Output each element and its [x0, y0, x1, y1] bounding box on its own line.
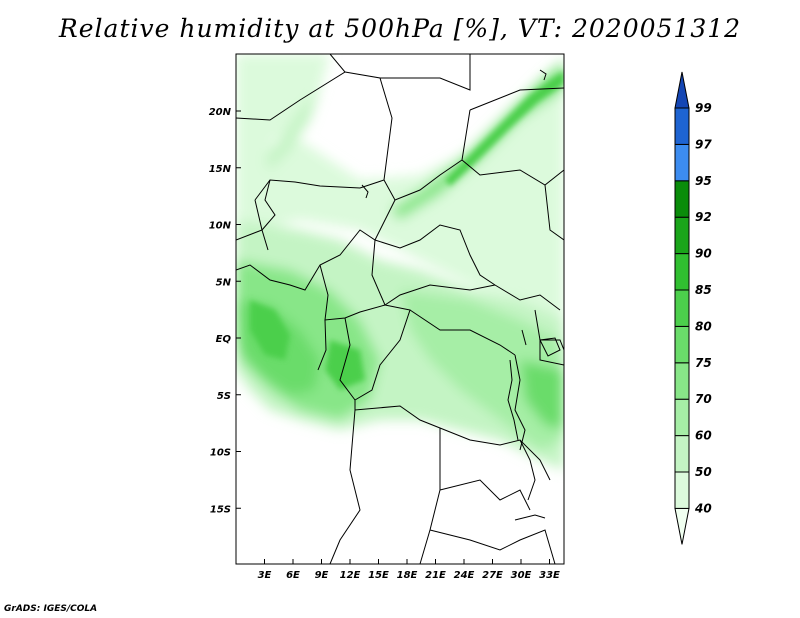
colorbar-label: 92	[695, 210, 712, 224]
lon-tick-label: 6E	[286, 570, 300, 581]
colorbar-segment	[674, 398, 690, 437]
lon-tick-label: 33E	[539, 570, 560, 581]
lat-tick-label: 10N	[209, 221, 232, 232]
colorbar-segment	[674, 143, 690, 182]
lake-kariba	[514, 514, 546, 521]
colorbar-label: 85	[695, 283, 712, 297]
lakes	[507, 69, 561, 521]
lat-tick-label: 5S	[217, 391, 231, 402]
colorbar-label: 90	[695, 247, 712, 261]
colorbar-label: 60	[695, 429, 712, 443]
colorbar-segment	[674, 507, 690, 545]
colorbar-segment	[674, 71, 690, 109]
colorbar-label: 70	[695, 392, 712, 406]
lon-tick-label: 24E	[454, 570, 475, 581]
colorbar-segment	[674, 216, 690, 255]
colorbar-label: 80	[695, 319, 712, 333]
colorbar-label: 40	[694, 501, 712, 515]
map-panel: 20N 15N 10N 5N EQ 5S 10S 15S 3E 6E 9E 12E 15E 18E 21E…	[209, 53, 565, 581]
colorbar-segment	[674, 362, 690, 400]
colorbar-label: 95	[695, 174, 712, 188]
lon-tick-label: 18E	[397, 570, 418, 581]
lake-malawi	[519, 439, 536, 501]
lon-tick-label: 30E	[511, 570, 532, 581]
colorbar-label: 97	[695, 137, 712, 151]
colorbar-segment	[674, 325, 690, 364]
latitude-axis: 20N 15N 10N 5N EQ 5S 10S 15S	[209, 107, 241, 515]
colorbar-segment	[674, 435, 690, 473]
lake-victoria	[539, 337, 561, 357]
lat-tick-label: 15S	[210, 504, 231, 515]
lake-tanganyika	[507, 359, 519, 441]
colorbar-label: 50	[695, 465, 712, 479]
chart-title: Relative humidity at 500hPa [%], VT: 202…	[58, 14, 742, 43]
lon-tick-label: 21E	[425, 570, 446, 581]
lon-tick-label: 15E	[368, 570, 389, 581]
grads-credit: GrADS: IGES/COLA	[4, 604, 98, 614]
lat-tick-label: 10S	[210, 448, 231, 459]
lat-tick-label: 15N	[209, 164, 232, 175]
lon-tick-label: 9E	[315, 570, 329, 581]
colorbar-segment	[674, 180, 690, 218]
colorbar-segment	[674, 253, 690, 291]
red-sea-coast	[539, 69, 547, 81]
colorbar-label: 75	[695, 356, 712, 370]
lat-tick-label: 20N	[209, 107, 232, 118]
lake-albert	[521, 329, 527, 346]
lon-tick-label: 3E	[258, 570, 272, 581]
map-frame	[235, 53, 565, 565]
lat-tick-label: EQ	[216, 334, 232, 345]
colorbar: 40 50 60 70 75 80 85 90 92 95 97 99	[674, 71, 712, 545]
country-borders	[236, 54, 564, 564]
lon-tick-label: 27E	[482, 570, 503, 581]
colorbar-segment	[674, 289, 690, 327]
longitude-axis: 3E 6E 9E 12E 15E 18E 21E 24E 27E 30E 33E	[258, 559, 560, 581]
colorbar-label: 99	[695, 101, 712, 115]
colorbar-segment	[674, 107, 690, 145]
lat-tick-label: 5N	[216, 277, 232, 288]
lon-tick-label: 12E	[340, 570, 361, 581]
colorbar-segment	[674, 471, 690, 509]
